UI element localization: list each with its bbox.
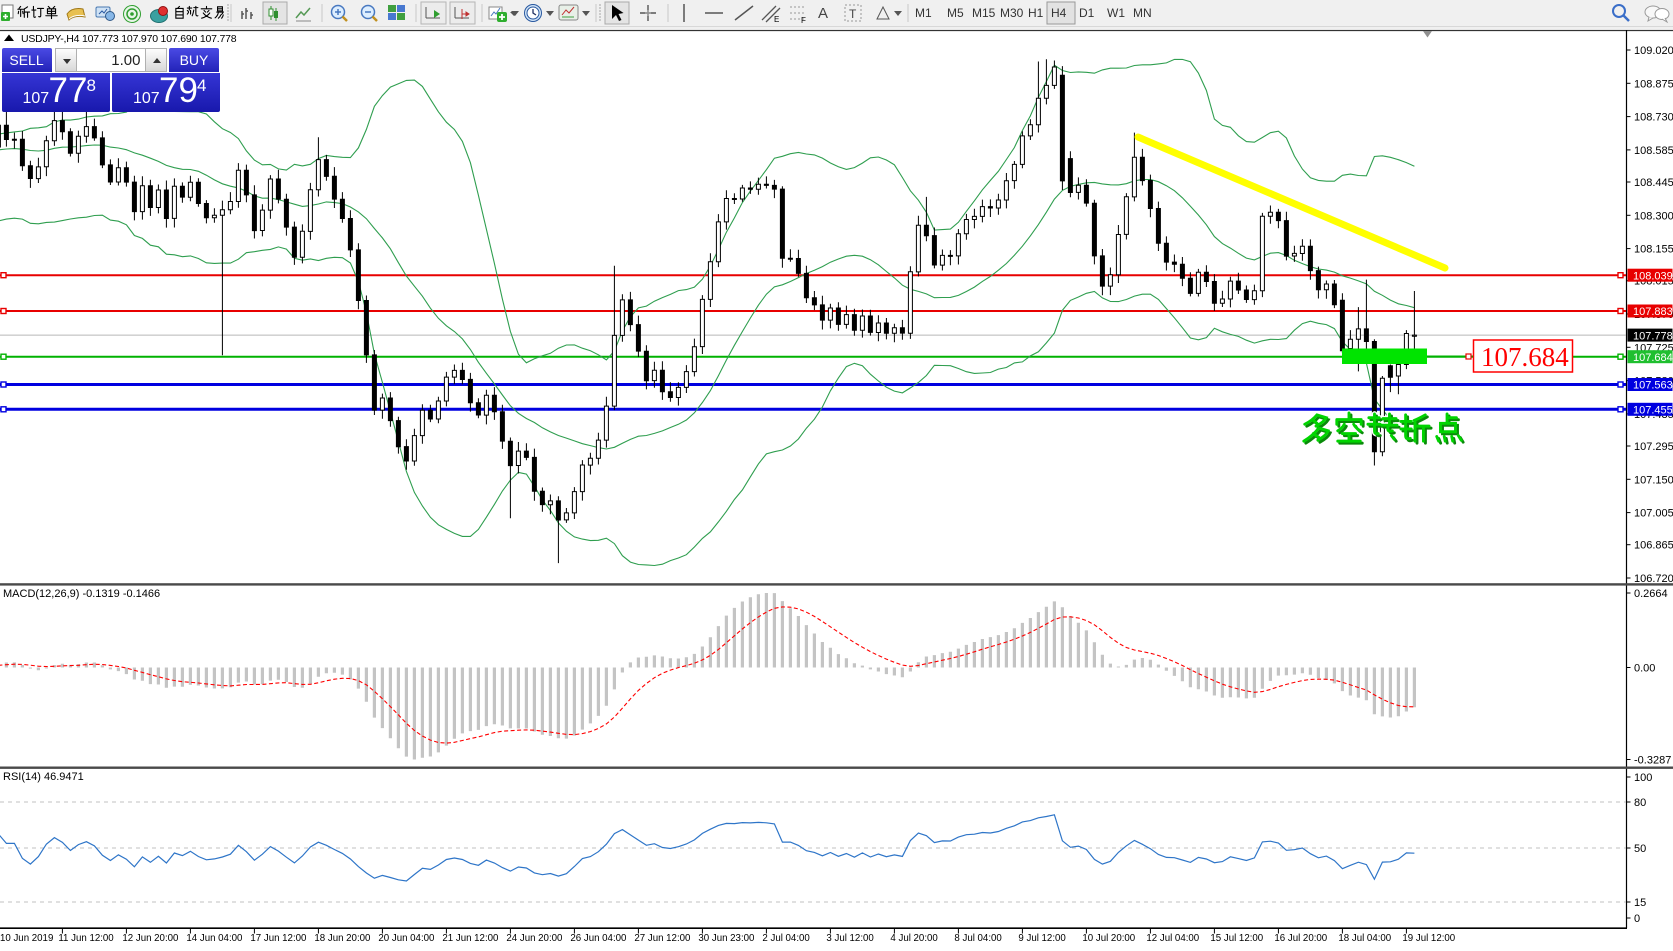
svg-text:14 Jun 04:00: 14 Jun 04:00 bbox=[186, 933, 243, 944]
svg-text:2 Jul 04:00: 2 Jul 04:00 bbox=[762, 933, 810, 944]
svg-text:80: 80 bbox=[1634, 797, 1646, 809]
svg-text:21 Jun 12:00: 21 Jun 12:00 bbox=[442, 933, 499, 944]
svg-text:M1: M1 bbox=[915, 6, 932, 20]
svg-text:M5: M5 bbox=[947, 6, 964, 20]
svg-text:107.778: 107.778 bbox=[1633, 330, 1673, 342]
svg-text:E: E bbox=[774, 15, 779, 24]
svg-text:USDJPY-,H4 107.773 107.970 10: USDJPY-,H4 107.773 107.970 107.690 107.7… bbox=[21, 33, 237, 45]
svg-text:108.585: 108.585 bbox=[1634, 145, 1673, 157]
svg-text:12 Jul 04:00: 12 Jul 04:00 bbox=[1146, 933, 1199, 944]
svg-text:108.155: 108.155 bbox=[1634, 244, 1673, 256]
svg-text:106.865: 106.865 bbox=[1634, 540, 1673, 552]
svg-text:18 Jun 20:00: 18 Jun 20:00 bbox=[314, 933, 371, 944]
svg-text:4 Jul 20:00: 4 Jul 20:00 bbox=[890, 933, 938, 944]
svg-text:10 Jul 20:00: 10 Jul 20:00 bbox=[1082, 933, 1135, 944]
svg-text:108.875: 108.875 bbox=[1634, 78, 1673, 90]
svg-text:0.2664: 0.2664 bbox=[1634, 588, 1668, 600]
svg-text:108.730: 108.730 bbox=[1634, 112, 1673, 124]
svg-text:0.00: 0.00 bbox=[1634, 663, 1655, 675]
svg-text:-0.3287: -0.3287 bbox=[1634, 755, 1671, 767]
svg-text:50: 50 bbox=[1634, 843, 1646, 855]
svg-text:107.295: 107.295 bbox=[1634, 441, 1673, 453]
svg-text:100: 100 bbox=[1634, 772, 1652, 784]
svg-text:26 Jun 04:00: 26 Jun 04:00 bbox=[570, 933, 627, 944]
svg-text:107.005: 107.005 bbox=[1634, 508, 1673, 520]
svg-text:15 Jul 12:00: 15 Jul 12:00 bbox=[1210, 933, 1263, 944]
svg-text:M30: M30 bbox=[1000, 6, 1024, 20]
svg-text:W1: W1 bbox=[1107, 6, 1125, 20]
svg-text:3 Jul 12:00: 3 Jul 12:00 bbox=[826, 933, 874, 944]
svg-text:10 Jun 2019: 10 Jun 2019 bbox=[0, 933, 53, 944]
svg-text:107.684: 107.684 bbox=[1481, 342, 1569, 372]
svg-text:12 Jun 20:00: 12 Jun 20:00 bbox=[122, 933, 179, 944]
svg-text:RSI(14) 46.9471: RSI(14) 46.9471 bbox=[3, 771, 84, 783]
svg-text:MACD(12,26,9) -0.1319 -0.1466: MACD(12,26,9) -0.1319 -0.1466 bbox=[3, 588, 160, 600]
svg-text:17 Jun 12:00: 17 Jun 12:00 bbox=[250, 933, 307, 944]
svg-text:107.563: 107.563 bbox=[1633, 380, 1673, 392]
svg-text:107.455: 107.455 bbox=[1633, 405, 1673, 417]
svg-text:109.020: 109.020 bbox=[1634, 45, 1673, 57]
svg-text:T: T bbox=[849, 7, 857, 21]
svg-text:108.445: 108.445 bbox=[1634, 177, 1673, 189]
svg-text:16 Jul 20:00: 16 Jul 20:00 bbox=[1274, 933, 1327, 944]
svg-text:27 Jun 12:00: 27 Jun 12:00 bbox=[634, 933, 691, 944]
svg-text:20 Jun 04:00: 20 Jun 04:00 bbox=[378, 933, 435, 944]
svg-text:M15: M15 bbox=[972, 6, 996, 20]
svg-text:108.039: 108.039 bbox=[1633, 270, 1673, 282]
svg-text:A: A bbox=[818, 5, 828, 22]
svg-text:8 Jul 04:00: 8 Jul 04:00 bbox=[954, 933, 1002, 944]
svg-text:MN: MN bbox=[1133, 6, 1152, 20]
svg-text:9 Jul 12:00: 9 Jul 12:00 bbox=[1018, 933, 1066, 944]
svg-text:H1: H1 bbox=[1028, 6, 1044, 20]
svg-text:107.684: 107.684 bbox=[1633, 352, 1673, 364]
svg-text:30 Jun 23:00: 30 Jun 23:00 bbox=[698, 933, 755, 944]
svg-text:11 Jun 12:00: 11 Jun 12:00 bbox=[58, 933, 114, 944]
svg-text:108.300: 108.300 bbox=[1634, 210, 1673, 222]
svg-text:D1: D1 bbox=[1079, 6, 1095, 20]
svg-text:24 Jun 20:00: 24 Jun 20:00 bbox=[506, 933, 563, 944]
svg-text:15: 15 bbox=[1634, 897, 1646, 909]
svg-text:19 Jul 12:00: 19 Jul 12:00 bbox=[1402, 933, 1455, 944]
svg-text:106.720: 106.720 bbox=[1634, 573, 1673, 585]
svg-text:F: F bbox=[801, 16, 806, 25]
svg-text:107.883: 107.883 bbox=[1633, 306, 1673, 318]
svg-text:18 Jul 04:00: 18 Jul 04:00 bbox=[1338, 933, 1391, 944]
svg-text:H4: H4 bbox=[1051, 6, 1067, 20]
svg-text:0: 0 bbox=[1634, 913, 1640, 925]
svg-text:107.150: 107.150 bbox=[1634, 474, 1673, 486]
